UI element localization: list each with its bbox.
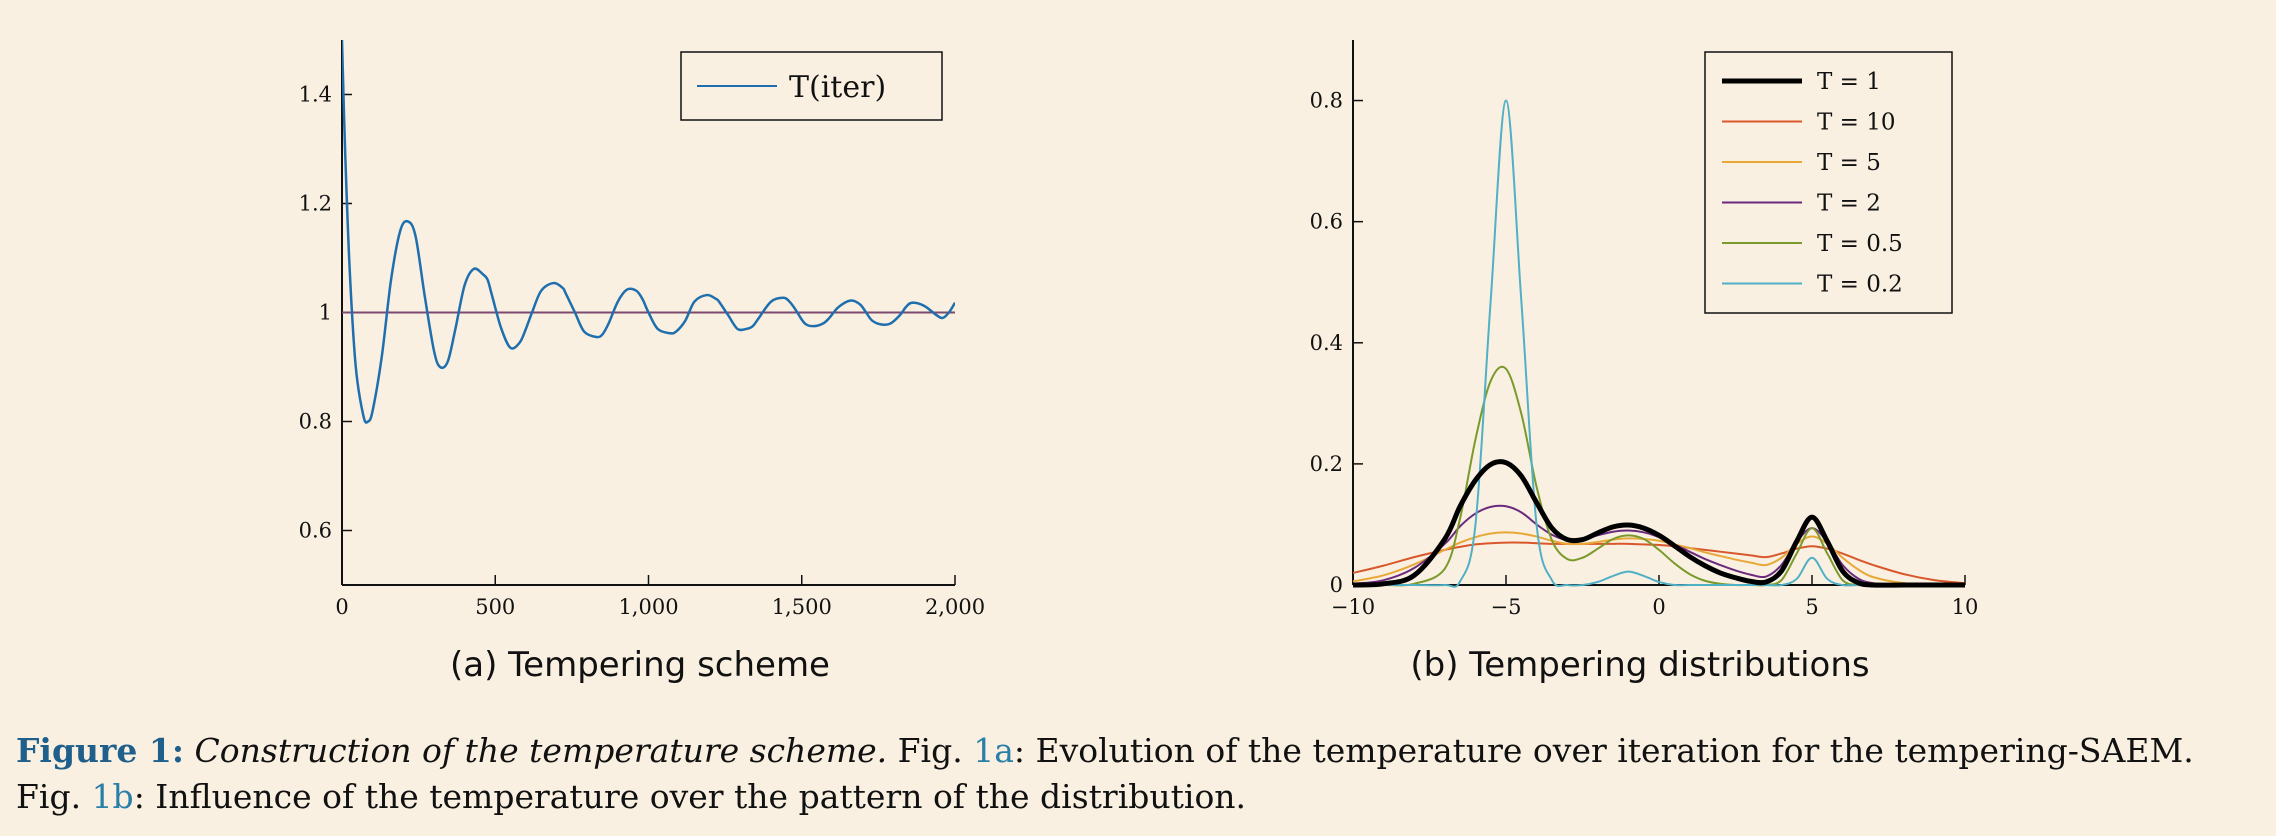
series-line-t-0-2 <box>1353 99 1965 588</box>
x-tick-label: 10 <box>1952 595 1979 619</box>
y-tick-label: 0.4 <box>1310 331 1343 355</box>
chart-b-tempering-distributions: −10 −5 0 5 10 0 0.2 0.4 0.6 0.8 T = 1 T = 10 T = 5 T … <box>1310 40 1979 685</box>
series-line-t-1 <box>1352 459 1965 588</box>
y-tick-label: 0.8 <box>1310 89 1343 113</box>
series-line-t-0-5 <box>1352 365 1965 587</box>
x-tick-label: 5 <box>1805 595 1818 619</box>
x-tick-label: 1,000 <box>618 595 678 619</box>
y-tick-label: 0.6 <box>299 519 332 543</box>
y-tick-label: 0.2 <box>1310 452 1343 476</box>
y-tick-label: 1.4 <box>299 83 332 107</box>
caption-ref-1a[interactable]: 1a <box>973 731 1014 770</box>
y-tick-label: 0 <box>1330 573 1343 597</box>
caption-text-1: Fig. <box>887 731 974 770</box>
legend-label-t-1: T = 1 <box>1817 69 1881 95</box>
chart-a-tempering-scheme: 0 500 1,000 1,500 2,000 0.6 0.8 1 1.2 1.4 T(iter) (… <box>299 39 985 685</box>
caption-title: Construction of the temperature scheme. <box>194 731 888 770</box>
legend-label-t-0-5: T = 0.5 <box>1817 231 1903 257</box>
y-tick-label: 0.8 <box>299 410 332 434</box>
y-tick-label: 1 <box>319 301 332 325</box>
legend-box-b <box>1704 51 1953 314</box>
x-tick-label: 1,500 <box>772 595 832 619</box>
subcaption-a: (a) Tempering scheme <box>450 645 830 685</box>
caption-text-3: : Influence of the temperature over the … <box>133 777 1247 816</box>
x-tick-label: 500 <box>475 595 515 619</box>
y-tick-label: 1.2 <box>299 192 332 216</box>
legend-label-t-iter: T(iter) <box>789 70 886 105</box>
x-tick-label: 0 <box>335 595 348 619</box>
x-tick-label: −10 <box>1331 595 1375 619</box>
series-line-t-iter <box>342 39 955 424</box>
legend-label-t-5: T = 5 <box>1817 150 1881 176</box>
x-tick-label: 2,000 <box>925 595 985 619</box>
caption-ref-1b[interactable]: 1b <box>91 777 134 816</box>
caption-text-2: : Evolution of the temperature over iter… <box>16 731 2194 816</box>
x-tick-label: −5 <box>1491 595 1522 619</box>
figure-caption: Figure 1: Construction of the temperatur… <box>16 728 2266 820</box>
legend-label-t-0-2: T = 0.2 <box>1817 272 1903 298</box>
legend-label-t-2: T = 2 <box>1817 191 1881 217</box>
caption-label: Figure 1: <box>16 731 185 770</box>
y-tick-label: 0.6 <box>1310 210 1343 234</box>
legend-label-t-10: T = 10 <box>1817 110 1896 136</box>
x-tick-label: 0 <box>1652 595 1665 619</box>
subcaption-b: (b) Tempering distributions <box>1410 645 1869 685</box>
